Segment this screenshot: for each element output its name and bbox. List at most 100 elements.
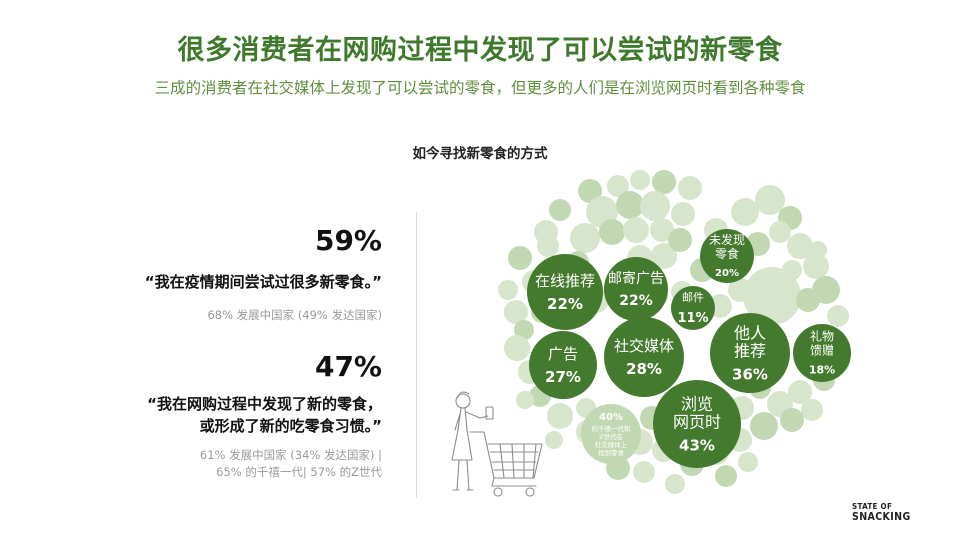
background-bubble — [537, 235, 559, 257]
bubble-label: 邮件 — [682, 291, 704, 304]
background-bubble — [769, 221, 791, 243]
bubble-value: 20% — [715, 268, 739, 279]
bubble-value: 22% — [547, 295, 583, 313]
background-bubble — [803, 253, 829, 279]
brand-logo: STATE OF SNACKING — [852, 501, 911, 523]
divider — [416, 212, 417, 498]
background-bubble — [630, 170, 650, 190]
cart-frame — [469, 431, 543, 479]
stat-detail-line: 68% 发展中国家 (49% 发达国家) — [207, 308, 382, 322]
annotation-bubble — [581, 404, 641, 464]
background-bubble — [547, 403, 573, 429]
bubble-label: 他人 — [734, 324, 766, 343]
stat-quote-line: “我在网购过程中发现了新的零食， — [147, 395, 382, 413]
cart-base — [491, 477, 537, 487]
data-bubble — [604, 317, 684, 397]
data-bubble — [653, 380, 741, 468]
bubble-label: 在线推荐 — [535, 272, 595, 290]
page-title: 很多消费者在网购过程中发现了可以尝试的新零食 — [177, 35, 783, 66]
stat-quote: “我在疫情期间尝试过很多新零食。” — [145, 271, 382, 293]
data-bubble — [529, 331, 597, 399]
stat-detail-line: 65% 的千禧一代| 57% 的Z世代 — [216, 465, 382, 479]
data-bubble — [604, 257, 668, 321]
background-bubble — [640, 191, 670, 221]
background-bubble — [599, 219, 625, 245]
annotation-value: 40% — [599, 412, 623, 423]
background-bubble — [504, 335, 530, 361]
bubble-value: 18% — [809, 364, 835, 377]
bubble-label: 零食 — [715, 246, 739, 261]
background-bubble — [623, 217, 649, 243]
background-bubble — [616, 191, 644, 219]
stat-block-1: 59% “我在疫情期间尝试过很多新零食。” 68% 发展中国家 (49% 发达国… — [145, 224, 382, 324]
cart-wheel — [525, 487, 535, 497]
background-bubble — [738, 452, 758, 472]
background-bubble — [787, 233, 813, 259]
background-bubble — [731, 198, 759, 226]
background-bubble — [671, 202, 695, 226]
background-bubble — [578, 179, 602, 203]
bubble-label: 广告 — [548, 345, 578, 363]
background-bubble — [750, 412, 778, 440]
annotation-line: Z世代在 — [599, 432, 623, 441]
bubble-label: 邮寄广告 — [608, 270, 664, 287]
data-bubble — [793, 324, 851, 382]
background-bubble — [651, 243, 677, 269]
stat-quote-line: 或形成了新的吃零食习惯。” — [199, 417, 382, 435]
bubble-value: 36% — [732, 366, 768, 384]
background-bubble — [809, 241, 827, 259]
background-bubble — [549, 199, 571, 221]
background-bubble — [514, 320, 534, 340]
stat-quote-line: “我在疫情期间尝试过很多新零食。” — [144, 273, 382, 291]
phone-icon — [485, 406, 494, 420]
background-bubble — [668, 228, 692, 252]
background-bubble — [650, 218, 674, 242]
background-bubble — [678, 176, 702, 200]
shopper-arm — [465, 411, 489, 419]
stat-detail-line: 61% 发展中国家 (34% 发达国家) | — [199, 448, 382, 462]
annotation-line: 的千禧一代和 — [592, 424, 631, 433]
cart-basket — [489, 451, 539, 471]
bubble-label: 未发现 — [709, 232, 745, 247]
bubble-label: 社交媒体 — [614, 337, 674, 355]
bubble-label: 馈赠 — [810, 344, 834, 358]
data-bubble — [700, 229, 754, 283]
cart-basket — [499, 443, 537, 479]
stat-percent: 59% — [314, 224, 382, 257]
chart-title: 如今寻找新零食的方式 — [412, 146, 548, 162]
bubble-label: 网页时 — [673, 413, 721, 432]
bubble-value: 43% — [679, 437, 715, 455]
stat-block-2: 47% “我在网购过程中发现了新的零食， 或形成了新的吃零食习惯。” 61% 发… — [147, 350, 382, 481]
bubble-value: 27% — [545, 368, 581, 386]
brand-line: SNACKING — [852, 511, 911, 523]
shopper-cart-illustration — [451, 391, 543, 497]
background-bubble — [788, 380, 812, 404]
background-bubble — [633, 461, 655, 483]
background-bubble — [498, 280, 518, 300]
background-bubble — [755, 185, 785, 215]
shopper-legs — [456, 459, 470, 491]
background-bubble — [801, 399, 823, 421]
annotation-line: 社交媒体上 — [595, 440, 628, 449]
background-bubble — [652, 170, 676, 194]
background-bubble — [780, 408, 804, 432]
annotation-line: 找到零食 — [598, 448, 625, 457]
background-bubble — [504, 300, 528, 324]
background-bubble — [607, 175, 629, 197]
cart-wheel — [493, 487, 503, 497]
shopper-dress — [451, 407, 473, 461]
background-bubble — [545, 431, 563, 449]
bubble-label: 礼物 — [810, 329, 834, 344]
background-bubble — [508, 246, 532, 270]
background-bubble — [516, 391, 534, 409]
bubble-value: 28% — [626, 360, 662, 378]
stat-quote: “我在网购过程中发现了新的零食， 或形成了新的吃零食习惯。” — [147, 393, 382, 437]
bubble-value: 22% — [619, 293, 653, 309]
stat-percent: 47% — [314, 350, 382, 383]
background-bubble — [665, 474, 685, 494]
page-subtitle: 三成的消费者在社交媒体上发现了可以尝试的零食，但更多的人们是在浏览网页时看到各种… — [154, 79, 806, 97]
shopper-hair — [457, 391, 470, 398]
bubble-value: 11% — [677, 311, 708, 326]
